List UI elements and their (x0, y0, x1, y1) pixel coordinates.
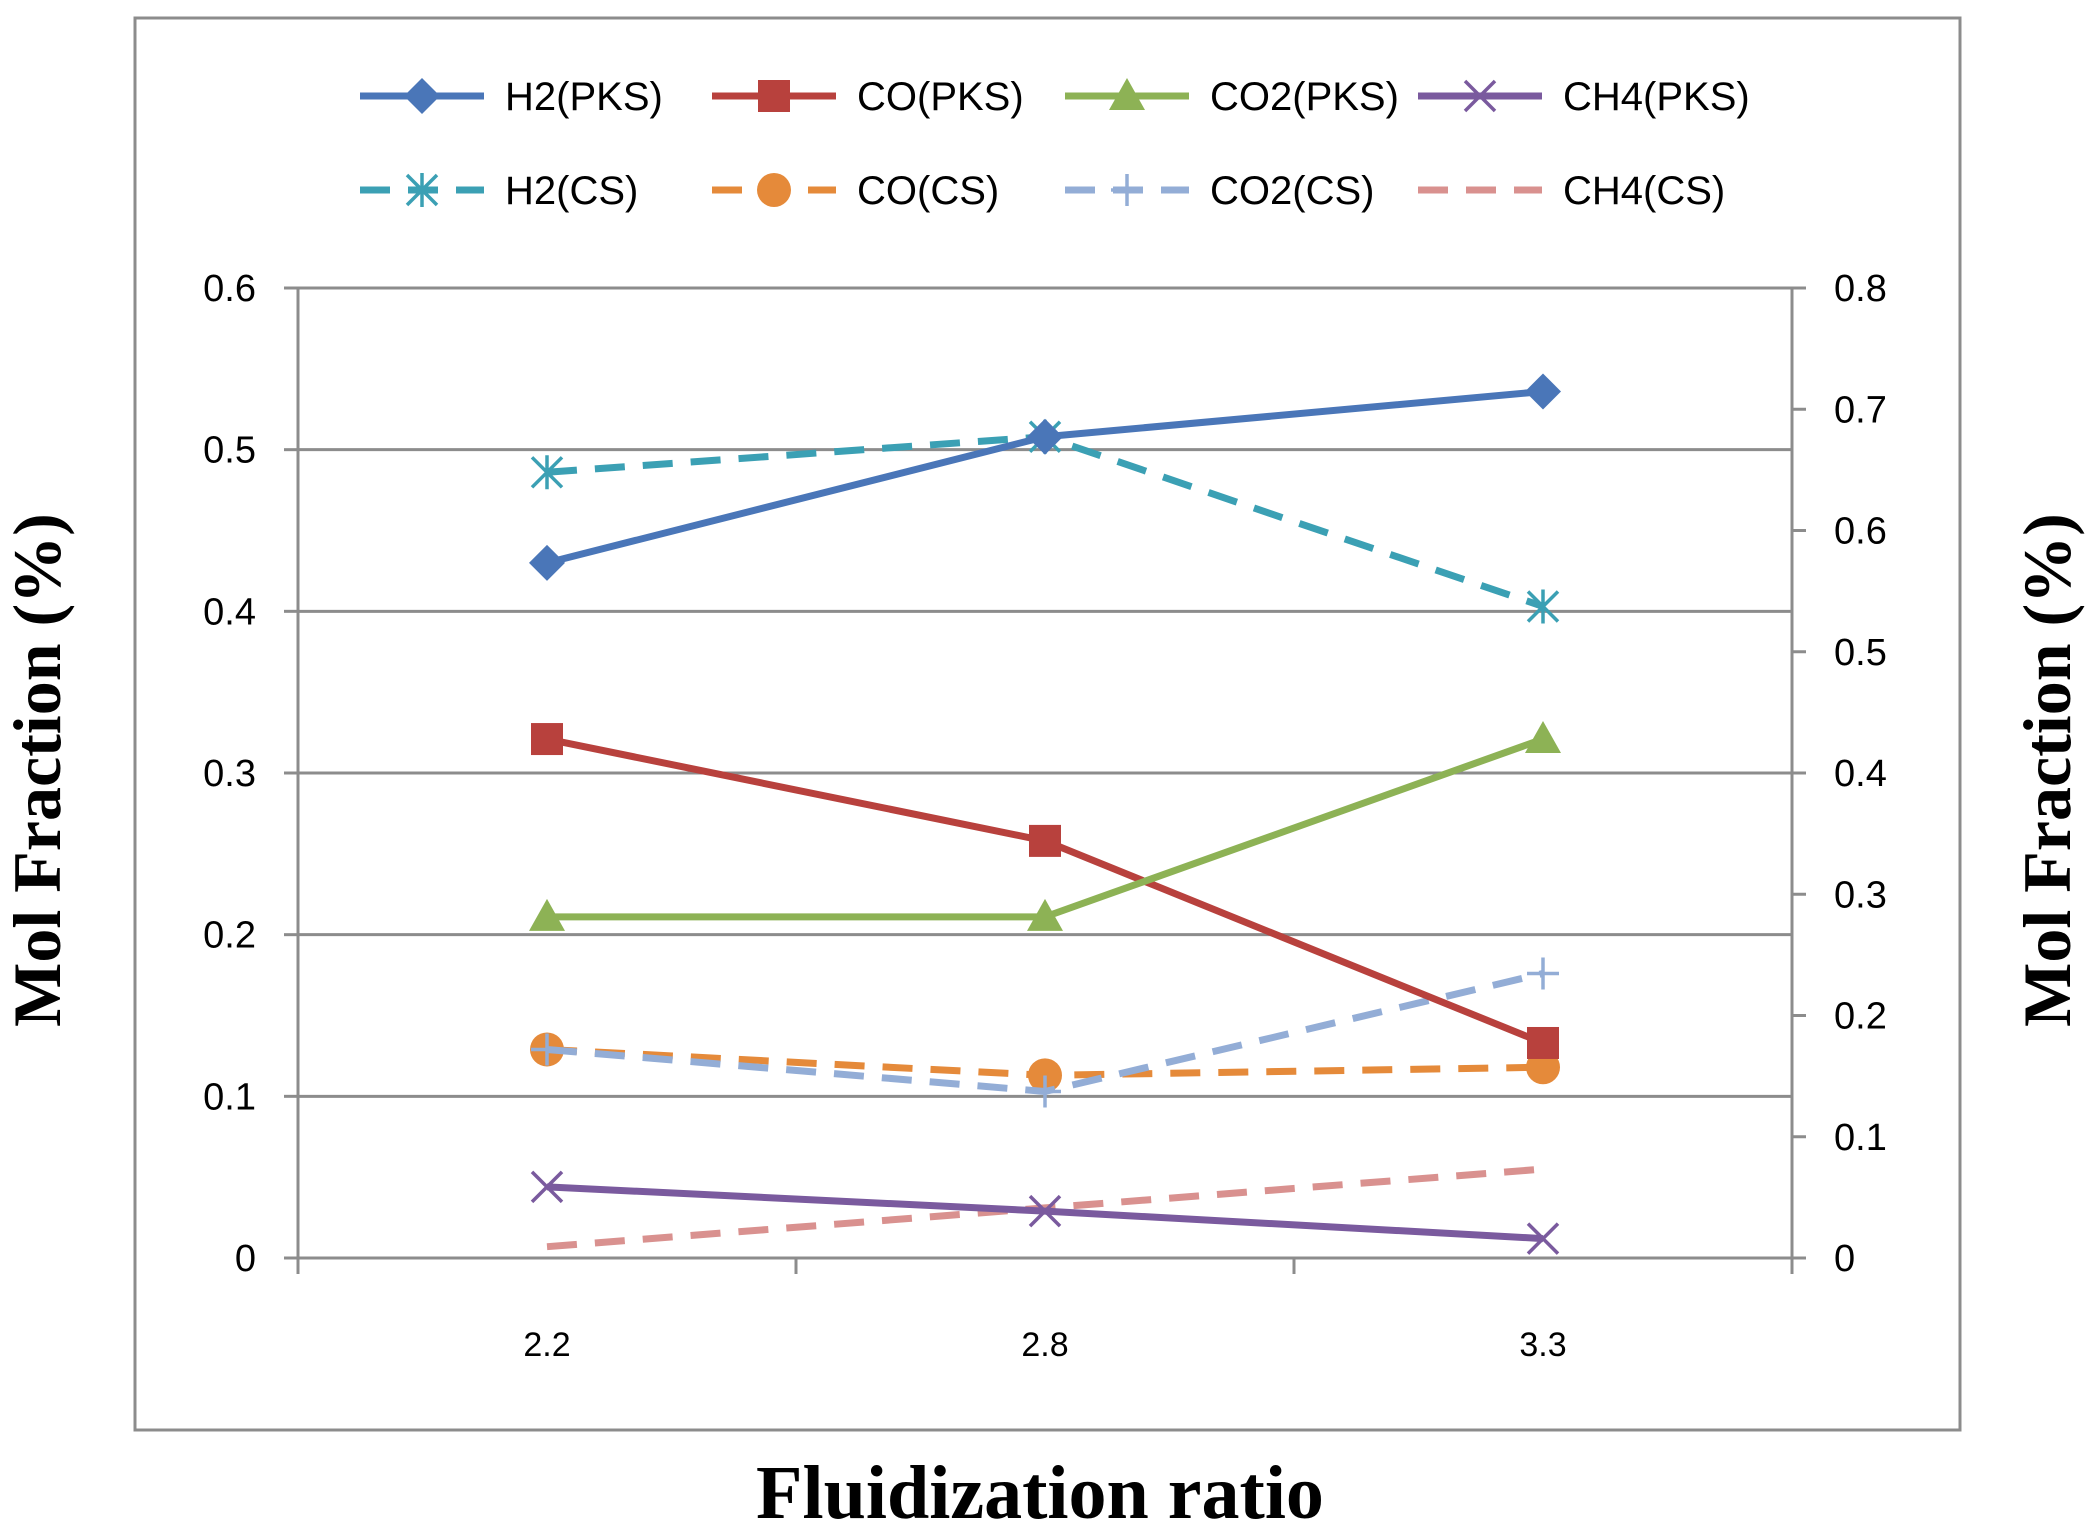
legend-label: CO2(CS) (1210, 169, 1374, 213)
legend-label: CH4(CS) (1563, 169, 1725, 213)
x-tick-label: 2.8 (1021, 1326, 1068, 1364)
legend-label: CH4(PKS) (1563, 75, 1750, 119)
y2-tick-label: 0.6 (1834, 511, 1887, 553)
y-tick-label: 0.2 (203, 915, 256, 957)
data-point (1029, 1075, 1061, 1108)
y-tick-label: 0.6 (203, 268, 256, 310)
y-tick-label: 0.3 (203, 753, 256, 795)
legend-item: CH4(PKS) (1418, 75, 1750, 119)
y2-tick-label: 0.5 (1834, 632, 1887, 674)
y2-tick-label: 0.7 (1834, 389, 1887, 431)
series-group (529, 373, 1561, 1255)
legend-marker (404, 78, 440, 114)
legend-item: CO2(PKS) (1065, 75, 1399, 119)
series-H2(PKS) (529, 373, 1561, 581)
data-point (1028, 1058, 1062, 1093)
data-point (1527, 957, 1559, 990)
x-tick-label: 2.2 (523, 1326, 570, 1364)
chart-frame (133, 16, 1962, 1432)
y2-tick-label: 0 (1834, 1238, 1855, 1280)
y2-tick-label: 0.3 (1834, 874, 1887, 916)
y2-tick-label: 0.8 (1834, 268, 1887, 310)
data-point (1525, 721, 1561, 754)
legend-marker (1109, 78, 1145, 110)
y2-tick-label: 0.4 (1834, 753, 1887, 795)
legend-label: CO(CS) (857, 169, 999, 213)
series-CO2(PKS) (529, 721, 1561, 931)
legend-item: CH4(CS) (1418, 169, 1725, 213)
axes: 0 0.1 0.2 0.3 0.4 0.5 0.6 0 0.1 0.2 0.3 0.4 0.5 0.6 0.… (203, 268, 1887, 1364)
data-point (1526, 1222, 1560, 1255)
y-tick-label: 0.4 (203, 591, 256, 633)
y2-tick-label: 0.2 (1834, 996, 1887, 1038)
data-point (1027, 418, 1063, 455)
data-point (529, 898, 565, 931)
legend-marker (405, 173, 439, 207)
legend-label: H2(PKS) (505, 75, 663, 119)
legend-item: CO(CS) (712, 169, 999, 213)
series-CO2(CS) (531, 957, 1559, 1108)
data-point (1525, 373, 1561, 410)
legend-item: H2(PKS) (360, 75, 663, 119)
series-CO(PKS) (531, 723, 1559, 1059)
data-point (531, 1033, 563, 1066)
data-point (529, 544, 565, 581)
legend-marker (758, 80, 790, 112)
series-CH4(PKS) (530, 1170, 1560, 1255)
x-axis-title: Fluidization ratio (756, 1451, 1324, 1530)
data-point (1028, 1194, 1062, 1228)
y-tick-label: 0.5 (203, 430, 256, 472)
legend-label: CO2(PKS) (1210, 75, 1399, 119)
data-point (530, 1170, 564, 1204)
legend-item: CO2(CS) (1065, 169, 1374, 213)
data-point (1527, 1026, 1559, 1059)
y-tick-label: 0.1 (203, 1076, 256, 1118)
data-point (1526, 589, 1560, 624)
legend-label: H2(CS) (505, 169, 638, 213)
data-point (1029, 824, 1061, 857)
x-tick-label: 3.3 (1519, 1326, 1566, 1364)
data-point (1027, 898, 1063, 931)
y-tick-label: 0 (235, 1238, 256, 1280)
legend-item: H2(CS) (360, 169, 638, 213)
data-point (530, 455, 564, 490)
legend-marker (757, 173, 791, 207)
legend-marker (1111, 174, 1143, 206)
y2-axis-title: Mol Fraction (%) (2009, 513, 2085, 1027)
data-point (531, 723, 563, 756)
legend: H2(PKS) CO(PKS) CO2(PKS) CH4(PKS) H2(CS) CO(C… (360, 75, 1750, 213)
legend-item: CO(PKS) (712, 75, 1024, 119)
legend-marker (1463, 79, 1497, 113)
y2-tick-label: 0.1 (1834, 1117, 1887, 1159)
legend-label: CO(PKS) (857, 75, 1024, 119)
y-axis-title: Mol Fraction (%) (0, 513, 75, 1027)
